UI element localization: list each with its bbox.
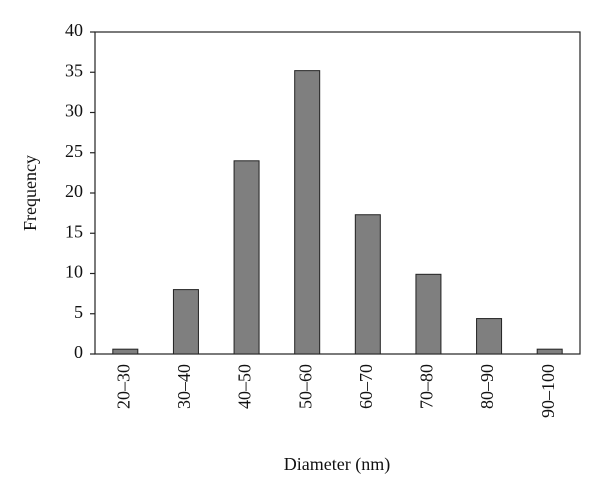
x-tick-label: 50–60 — [295, 364, 315, 409]
bar — [233, 160, 260, 355]
x-tick-label: 30–40 — [174, 364, 194, 409]
x-tick-label: 90–100 — [538, 364, 558, 418]
bar — [476, 318, 503, 355]
bar — [112, 348, 139, 355]
bar — [536, 348, 563, 355]
y-tick-label: 35 — [65, 60, 83, 80]
x-tick-label: 20–30 — [113, 364, 133, 409]
y-tick-label: 40 — [65, 20, 83, 40]
y-tick-label: 0 — [74, 342, 83, 362]
bar — [354, 214, 381, 355]
plot-frame — [94, 31, 581, 355]
bar — [172, 289, 199, 355]
y-tick-label: 10 — [65, 262, 83, 282]
x-axis-label: Diameter (nm) — [284, 454, 390, 475]
y-tick-label: 30 — [65, 101, 83, 121]
bar — [415, 273, 442, 355]
y-tick-label: 5 — [74, 302, 83, 322]
x-tick-label: 40–50 — [235, 364, 255, 409]
x-tick-label: 70–80 — [417, 364, 437, 409]
bar — [294, 70, 321, 355]
x-tick-label: 60–70 — [356, 364, 376, 409]
y-axis-label: Frequency — [20, 155, 40, 231]
x-tick-label: 80–90 — [477, 364, 497, 409]
y-tick-label: 15 — [65, 221, 83, 241]
y-tick-label: 25 — [65, 141, 83, 161]
y-tick-label: 20 — [65, 181, 83, 201]
